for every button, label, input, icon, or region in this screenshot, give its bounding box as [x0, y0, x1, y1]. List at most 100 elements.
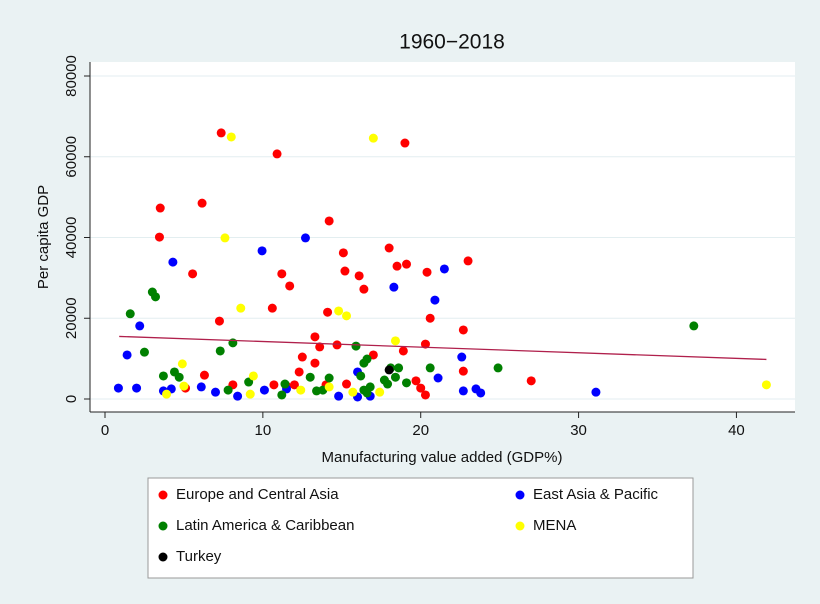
point	[289, 380, 299, 390]
point	[362, 388, 372, 398]
point	[332, 340, 342, 350]
point	[305, 372, 315, 382]
point	[458, 325, 468, 335]
point	[689, 321, 699, 331]
point	[162, 389, 172, 399]
point	[211, 387, 220, 397]
point	[139, 347, 149, 357]
point	[296, 385, 306, 395]
point	[154, 232, 164, 242]
point	[257, 246, 267, 256]
point	[354, 271, 364, 281]
point	[458, 386, 468, 396]
point	[422, 267, 432, 277]
point	[425, 313, 435, 323]
point	[340, 266, 350, 276]
point	[223, 385, 233, 395]
x-tick-label: 30	[570, 422, 587, 439]
point	[356, 371, 366, 381]
legend-label: MENA	[533, 517, 576, 534]
point	[196, 382, 206, 392]
point	[324, 373, 334, 383]
point	[323, 307, 333, 317]
point	[233, 391, 243, 401]
point	[430, 295, 440, 305]
point	[226, 132, 236, 142]
point	[294, 367, 304, 377]
point	[244, 377, 254, 387]
point	[383, 379, 393, 389]
point	[420, 339, 430, 349]
point	[174, 372, 184, 382]
point	[248, 371, 258, 381]
point	[457, 352, 467, 362]
y-tick-label: 80000	[63, 55, 80, 97]
point	[389, 282, 399, 292]
point	[338, 248, 348, 258]
point	[220, 233, 230, 243]
legend-marker	[158, 490, 168, 500]
x-tick-label: 20	[412, 422, 429, 439]
legend	[147, 477, 694, 579]
point	[135, 321, 145, 331]
point	[310, 332, 320, 342]
legend-marker	[515, 521, 525, 531]
point	[168, 257, 178, 267]
point	[285, 281, 295, 291]
point	[411, 376, 421, 386]
point	[348, 387, 358, 397]
point	[214, 316, 224, 326]
point	[416, 383, 426, 393]
point	[420, 390, 430, 400]
point	[761, 380, 771, 390]
point	[324, 382, 334, 392]
point	[458, 366, 468, 376]
point	[384, 243, 394, 253]
chart-title: 1960−2018	[399, 31, 505, 54]
legend-marker	[158, 552, 168, 562]
y-tick-label: 20000	[63, 297, 80, 339]
point	[272, 149, 282, 159]
point	[197, 198, 207, 208]
point	[334, 391, 344, 401]
point	[342, 311, 352, 321]
y-tick-label: 40000	[63, 217, 80, 259]
point	[300, 233, 310, 243]
point	[362, 354, 372, 364]
point	[277, 390, 287, 400]
point	[310, 358, 320, 368]
point	[351, 341, 361, 351]
point	[151, 292, 161, 302]
point	[216, 128, 226, 138]
point	[259, 385, 269, 395]
point	[433, 373, 443, 383]
point	[390, 336, 400, 346]
point	[113, 383, 123, 393]
y-axis-label: Per capita GDP	[35, 185, 52, 289]
legend-marker	[158, 521, 168, 531]
point	[122, 350, 132, 360]
point	[368, 133, 378, 143]
point	[493, 363, 503, 373]
legend-label: Latin America & Caribbean	[176, 517, 354, 534]
point	[280, 379, 290, 389]
point	[526, 376, 536, 386]
point	[236, 303, 246, 313]
point	[334, 306, 344, 316]
point	[390, 372, 400, 382]
point	[245, 389, 255, 399]
point	[132, 383, 142, 393]
point	[215, 346, 225, 356]
point	[324, 216, 334, 226]
x-axis-label: Manufacturing value added (GDP%)	[322, 449, 563, 466]
point	[398, 346, 408, 356]
point	[199, 370, 209, 380]
point	[267, 303, 277, 313]
x-tick-label: 0	[101, 422, 109, 439]
x-tick-label: 10	[255, 422, 272, 439]
point	[155, 203, 165, 213]
point	[342, 379, 352, 389]
point	[394, 363, 404, 373]
point	[439, 264, 449, 274]
